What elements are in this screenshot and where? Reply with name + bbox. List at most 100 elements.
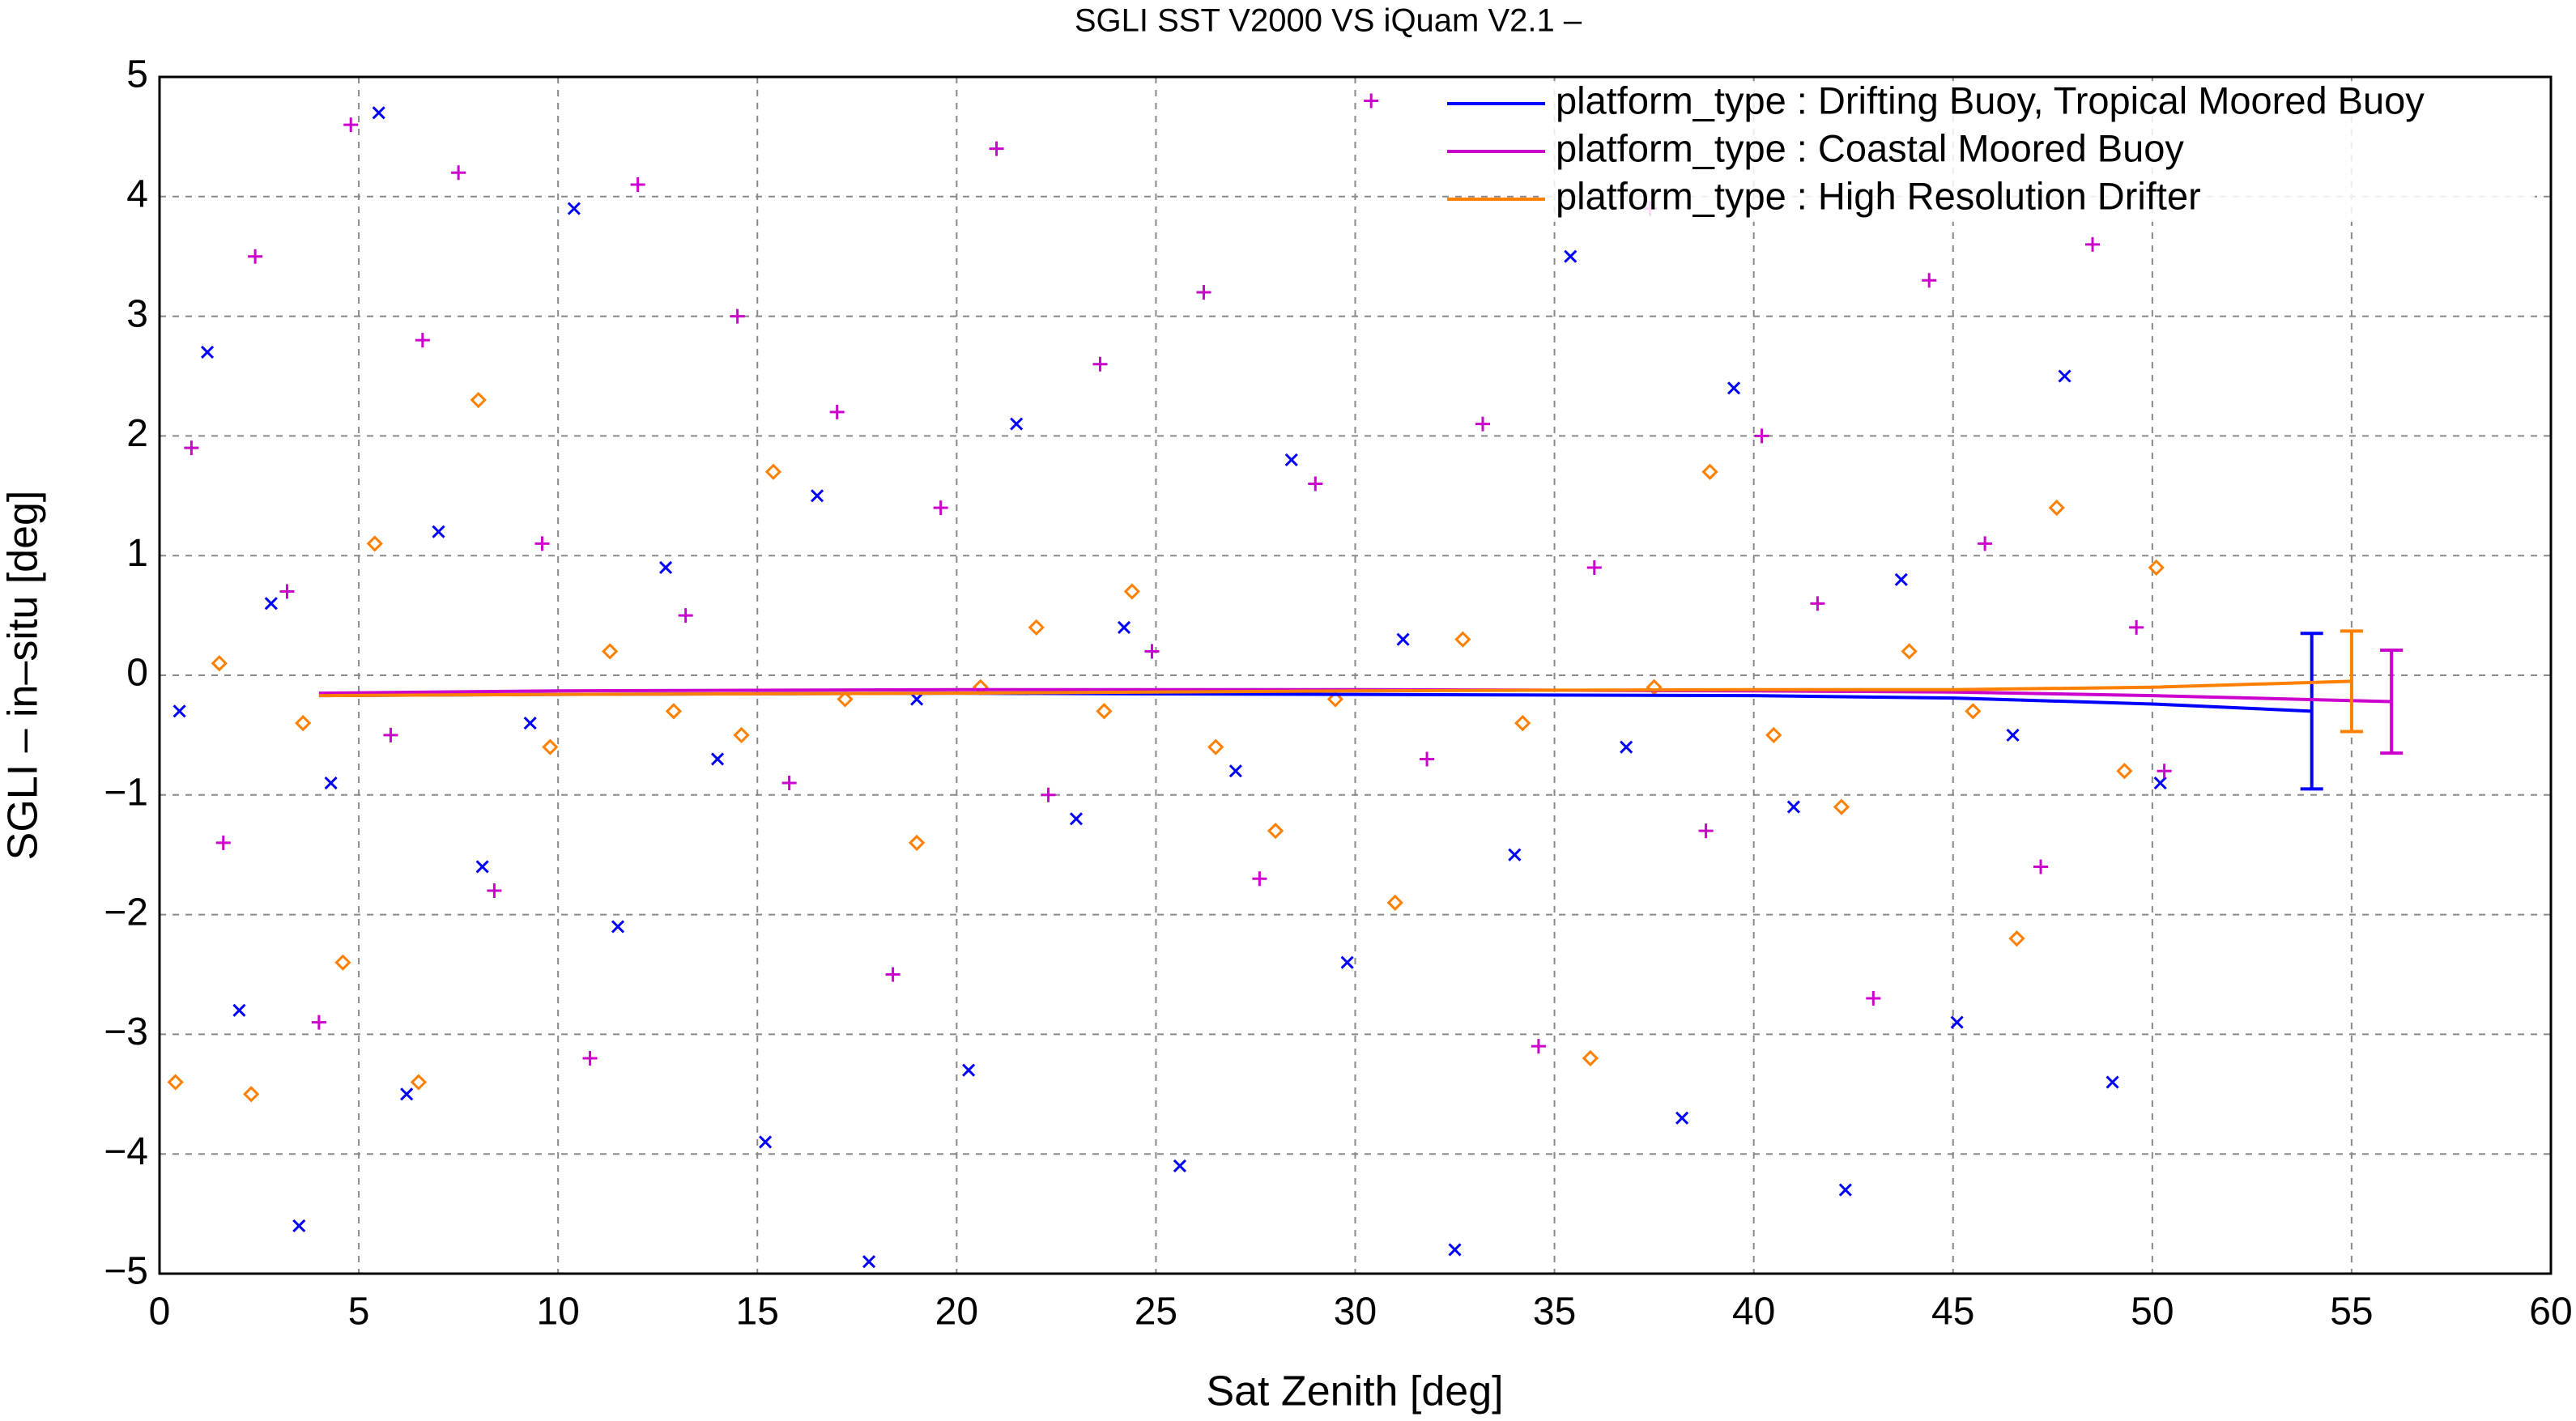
scatter-point <box>1454 631 1471 648</box>
scatter-point <box>475 860 489 874</box>
x-tick-label: 35 <box>1533 1291 1576 1334</box>
x-tick-label: 40 <box>1732 1291 1775 1334</box>
scatter-point <box>400 1087 414 1101</box>
scatter-point <box>1508 848 1522 862</box>
legend-bg <box>1539 177 2535 222</box>
scatter-point <box>172 704 186 718</box>
scatter-point <box>1965 703 1982 720</box>
scatter-point <box>602 643 619 660</box>
scatter-point <box>1364 93 1379 108</box>
scatter-point <box>1765 726 1782 744</box>
scatter-point <box>295 714 312 732</box>
mean-line <box>318 691 2312 713</box>
scatter-point <box>1475 416 1490 432</box>
scatter-point <box>2157 764 2172 779</box>
legend-label: platform_type : Coastal Moored Buoy <box>1556 126 2184 169</box>
scatter-point <box>243 1086 260 1103</box>
scatter-point <box>264 597 278 611</box>
scatter-point <box>2006 728 2020 742</box>
scatter-point <box>311 1015 326 1030</box>
scatter-point <box>1838 1183 1852 1197</box>
legend-bg <box>1539 81 2535 126</box>
scatter-point <box>1586 559 1602 575</box>
x-tick-label: 45 <box>1931 1291 1974 1334</box>
scatter-point <box>2106 1075 2119 1089</box>
x-tick-label: 30 <box>1334 1291 1377 1334</box>
scatter-point <box>1564 249 1578 263</box>
y-tick-label: 5 <box>126 53 148 96</box>
scatter-point <box>1173 1159 1187 1173</box>
scatter-point <box>1786 800 1800 814</box>
scatter-point <box>1582 1049 1599 1067</box>
x-tick-label: 0 <box>149 1291 171 1334</box>
scatter-point <box>184 440 199 456</box>
error-bar <box>2340 629 2363 734</box>
scatter-point <box>1531 1039 1546 1054</box>
scatter-point <box>1922 273 1937 288</box>
scatter-point <box>989 141 1004 156</box>
scatter-point <box>167 1074 184 1091</box>
x-tick-label: 25 <box>1135 1291 1177 1334</box>
scatter-point <box>1396 632 1410 646</box>
scatter-point <box>764 463 782 480</box>
error-bar <box>2300 632 2323 791</box>
scatter-point <box>658 560 673 575</box>
scatter-point <box>1326 691 1344 708</box>
legend-label: platform_type : Drifting Buoy, Tropical … <box>1556 79 2425 121</box>
scatter-point <box>1207 738 1224 755</box>
scatter-point <box>1420 751 1435 767</box>
scatter-point <box>1117 620 1131 634</box>
x-tick-label: 20 <box>935 1291 978 1334</box>
scatter-point <box>487 883 502 899</box>
scatter-point <box>1514 714 1531 732</box>
scatter-point <box>2008 930 2025 947</box>
scatter-point <box>1308 476 1323 491</box>
x-tick-label: 60 <box>2529 1291 2572 1334</box>
scatter-point <box>1894 572 1908 586</box>
x-tick-label: 5 <box>348 1291 370 1334</box>
scatter-point <box>366 535 383 552</box>
y-tick-label: −2 <box>104 891 148 934</box>
scatter-point <box>2085 236 2101 252</box>
scatter-point <box>1284 453 1298 467</box>
scatter-point <box>232 1003 246 1017</box>
scatter-point <box>678 608 693 623</box>
legend-bg <box>1539 129 2535 174</box>
scatter-point <box>523 717 537 730</box>
error-bar <box>2380 648 2404 755</box>
scatter-point <box>1228 764 1242 778</box>
scatter-point <box>1866 991 1881 1006</box>
scatter-point <box>1069 812 1084 826</box>
scatter-point <box>908 834 926 852</box>
scatter-point <box>534 536 550 551</box>
scatter-point <box>1340 955 1354 969</box>
scatter-point <box>324 776 338 790</box>
scatter-point <box>710 752 725 766</box>
y-tick-label: −3 <box>104 1010 148 1053</box>
x-tick-label: 50 <box>2131 1291 2174 1334</box>
x-tick-label: 55 <box>2330 1291 2373 1334</box>
scatter-point <box>211 655 228 672</box>
scatter-point <box>910 692 924 706</box>
scatter-point <box>1901 643 1918 660</box>
scatter-point <box>1196 285 1211 300</box>
scatter-point <box>582 1050 598 1066</box>
scatter-point <box>862 1255 876 1269</box>
scatter-point <box>1252 871 1267 887</box>
scatter-point <box>2148 559 2165 576</box>
y-tick-label: −1 <box>104 771 148 814</box>
scatter-point <box>665 703 683 720</box>
scatter-point <box>2153 776 2167 790</box>
scatter-point <box>410 1074 428 1091</box>
scatter-point <box>781 776 797 791</box>
scatter-point <box>933 500 948 516</box>
scatter-point <box>1727 381 1741 395</box>
scatter-point <box>279 584 295 599</box>
scatter-point <box>1386 894 1403 911</box>
scatter-point <box>1123 583 1141 600</box>
x-tick-label: 15 <box>736 1291 779 1334</box>
scatter-point <box>415 333 430 348</box>
scatter-point <box>1698 823 1714 839</box>
